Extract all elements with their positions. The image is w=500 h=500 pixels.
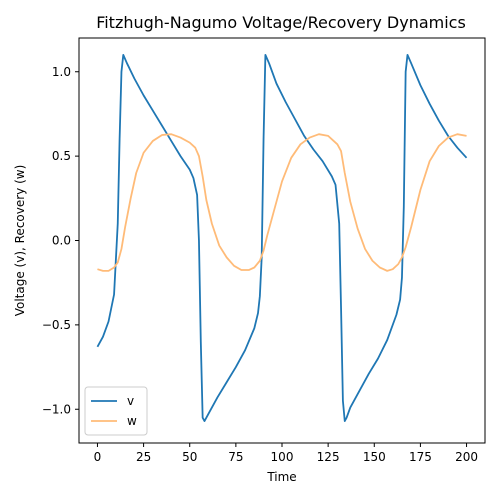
y-axis-ticks: −1.0 −0.5 0.0 0.5 1.0	[42, 65, 79, 416]
x-tick-label: 150	[363, 450, 386, 464]
y-axis-label: Voltage (v), Recovery (w)	[13, 165, 27, 317]
y-tick-label: 0.5	[52, 149, 71, 163]
legend-box	[84, 386, 148, 436]
plot-area	[96, 53, 468, 422]
y-tick-label: −1.0	[42, 402, 71, 416]
x-tick-label: 25	[136, 450, 151, 464]
plot-frame	[78, 37, 486, 444]
x-tick-label: 50	[182, 450, 197, 464]
x-axis-label: Time	[266, 470, 296, 484]
x-tick-label: 0	[94, 450, 102, 464]
x-tick-label: 100	[271, 450, 294, 464]
legend-label-w: w	[127, 414, 137, 428]
series-v-line	[96, 53, 468, 422]
x-axis-ticks: 0 25 50 75 100 125 150 175 200	[94, 443, 478, 464]
legend-label-v: v	[127, 394, 134, 408]
chart-title: Fitzhugh-Nagumo Voltage/Recovery Dynamic…	[96, 13, 466, 32]
x-tick-label: 125	[317, 450, 340, 464]
y-tick-label: 1.0	[52, 65, 71, 79]
y-tick-label: 0.0	[52, 234, 71, 248]
legend: vw	[84, 386, 148, 436]
y-tick-label: −0.5	[42, 318, 71, 332]
x-tick-label: 75	[228, 450, 243, 464]
x-tick-label: 200	[455, 450, 478, 464]
series-w-line	[97, 133, 467, 272]
x-tick-label: 175	[409, 450, 432, 464]
